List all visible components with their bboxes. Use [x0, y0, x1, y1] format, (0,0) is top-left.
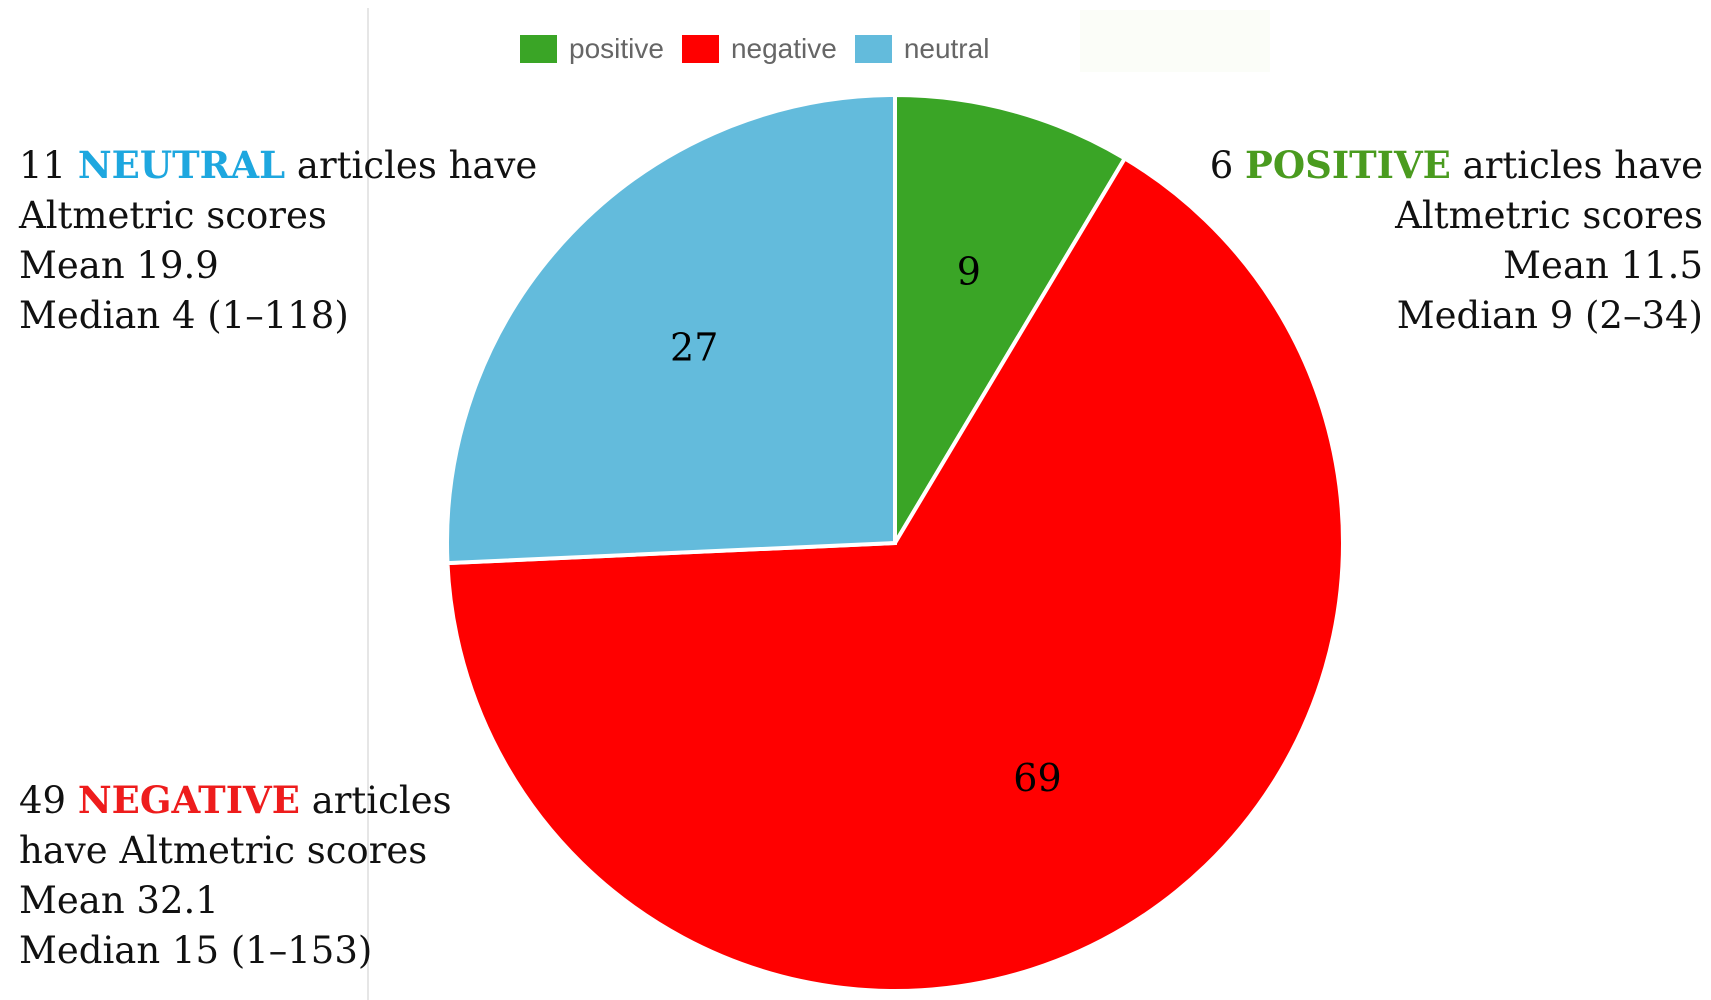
positive-annotation-line1: 6 POSITIVE articles have — [1209, 143, 1703, 187]
positive-highlight: POSITIVE — [1245, 143, 1451, 187]
neutral-annotation-line2: Altmetric scores — [19, 194, 327, 237]
legend-item-neutral[interactable]: neutral — [854, 33, 990, 65]
neutral-annotation: 11 NEUTRAL articles have Altmetric score… — [19, 140, 537, 341]
legend-label-negative: negative — [730, 33, 837, 64]
legend-background-box — [1080, 10, 1270, 72]
pie-slice-positive[interactable] — [893, 92, 1128, 551]
positive-annotation-median: Median 9 (2–34) — [1396, 294, 1703, 337]
legend-item-negative[interactable]: negative — [681, 33, 837, 65]
legend-swatch-neutral — [854, 35, 892, 63]
chart-legend: positive negative neutral — [520, 30, 989, 68]
legend-label-neutral: neutral — [903, 33, 990, 64]
neutral-annotation-mean: Mean 19.9 — [19, 244, 219, 287]
positive-annotation: 6 POSITIVE articles have Altmetric score… — [1210, 140, 1703, 341]
legend-swatch-negative — [681, 35, 719, 63]
negative-annotation-line2: have Altmetric scores — [19, 829, 428, 872]
neutral-highlight: NEUTRAL — [77, 143, 286, 187]
legend-item-positive[interactable]: positive — [520, 33, 664, 65]
neutral-annotation-median: Median 4 (1–118) — [19, 294, 349, 337]
negative-annotation-line1: 49 NEGATIVE articles — [19, 778, 452, 822]
negative-annotation-median: Median 15 (1–153) — [19, 929, 373, 972]
negative-highlight: NEGATIVE — [77, 778, 300, 822]
pie-slice-negative[interactable] — [445, 155, 1345, 993]
vertical-divider — [367, 8, 369, 1000]
pie-slice-neutral[interactable] — [445, 92, 897, 566]
legend-swatch-positive — [520, 35, 557, 63]
legend-label-positive: positive — [569, 33, 664, 64]
negative-annotation-mean: Mean 32.1 — [19, 879, 219, 922]
slice-label-neutral: 27 — [670, 326, 718, 370]
positive-annotation-line2: Altmetric scores — [1395, 194, 1703, 237]
positive-annotation-mean: Mean 11.5 — [1503, 244, 1703, 287]
slice-label-negative: 69 — [1013, 756, 1061, 800]
slice-label-positive: 9 — [957, 250, 981, 294]
neutral-annotation-line1: 11 NEUTRAL articles have — [19, 143, 538, 187]
negative-annotation: 49 NEGATIVE articles have Altmetric scor… — [19, 775, 452, 976]
